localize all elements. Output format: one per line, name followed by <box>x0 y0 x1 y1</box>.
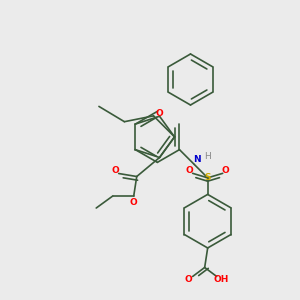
Text: O: O <box>112 166 120 175</box>
Text: S: S <box>204 173 211 182</box>
Text: O: O <box>222 166 230 175</box>
Text: OH: OH <box>214 275 229 284</box>
Text: O: O <box>156 109 164 118</box>
Text: O: O <box>184 275 192 284</box>
Text: O: O <box>130 197 138 206</box>
Text: O: O <box>186 166 194 175</box>
Text: N: N <box>194 155 201 164</box>
Text: H: H <box>204 152 211 161</box>
